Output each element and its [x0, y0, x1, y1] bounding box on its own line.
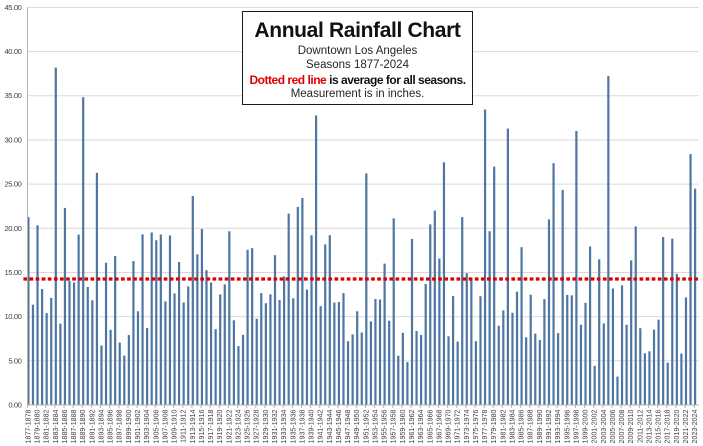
svg-text:1989-1990: 1989-1990 [536, 409, 544, 443]
svg-text:1943-1944: 1943-1944 [326, 409, 334, 443]
svg-text:1965-1966: 1965-1966 [426, 409, 434, 443]
svg-text:20.00: 20.00 [4, 224, 21, 233]
svg-text:1953-1954: 1953-1954 [371, 409, 379, 443]
svg-text:1933-1934: 1933-1934 [280, 409, 288, 443]
svg-text:15.00: 15.00 [4, 268, 21, 277]
svg-text:1879-1880: 1879-1880 [34, 409, 42, 443]
svg-text:1963-1964: 1963-1964 [417, 409, 425, 443]
svg-text:1885-1886: 1885-1886 [61, 409, 69, 443]
svg-text:1967-1968: 1967-1968 [435, 409, 443, 443]
svg-text:2001-2002: 2001-2002 [591, 409, 599, 443]
svg-text:1955-1956: 1955-1956 [381, 409, 389, 443]
svg-text:1923-1924: 1923-1924 [234, 409, 242, 443]
svg-text:1993-1994: 1993-1994 [554, 409, 562, 443]
svg-text:2013-2014: 2013-2014 [645, 409, 653, 443]
svg-text:1917-1918: 1917-1918 [207, 409, 215, 443]
svg-text:1959-1960: 1959-1960 [399, 409, 407, 443]
svg-text:30.00: 30.00 [4, 135, 21, 144]
svg-text:1899-1900: 1899-1900 [125, 409, 133, 443]
svg-text:1877-1878: 1877-1878 [24, 409, 32, 443]
svg-text:1901-1902: 1901-1902 [134, 409, 142, 443]
svg-text:1883-1884: 1883-1884 [52, 409, 60, 443]
svg-text:1981-1982: 1981-1982 [499, 409, 507, 443]
svg-text:1951-1952: 1951-1952 [362, 409, 370, 443]
svg-text:1957-1958: 1957-1958 [390, 409, 398, 443]
svg-text:1973-1974: 1973-1974 [463, 409, 471, 443]
svg-text:1997-1998: 1997-1998 [572, 409, 580, 443]
svg-text:1935-1936: 1935-1936 [289, 409, 297, 443]
svg-text:1949-1950: 1949-1950 [353, 409, 361, 443]
svg-text:1999-2000: 1999-2000 [582, 409, 590, 443]
svg-text:1911-1912: 1911-1912 [180, 409, 188, 442]
svg-text:10.00: 10.00 [4, 312, 21, 321]
svg-text:40.00: 40.00 [4, 47, 21, 56]
svg-text:2007-2008: 2007-2008 [618, 409, 626, 443]
svg-text:2021-2022: 2021-2022 [682, 409, 690, 443]
svg-text:1945-1946: 1945-1946 [335, 409, 343, 443]
svg-text:1919-1920: 1919-1920 [216, 409, 224, 443]
svg-text:1979-1980: 1979-1980 [490, 409, 498, 443]
svg-text:2023-2024: 2023-2024 [691, 409, 699, 443]
svg-text:1909-1910: 1909-1910 [171, 409, 179, 443]
svg-text:1941-1942: 1941-1942 [317, 409, 325, 443]
svg-text:1961-1962: 1961-1962 [408, 409, 416, 443]
svg-text:1915-1916: 1915-1916 [198, 409, 206, 443]
svg-text:2019-2020: 2019-2020 [673, 409, 681, 443]
svg-text:1895-1896: 1895-1896 [107, 409, 115, 443]
svg-text:1929-1930: 1929-1930 [262, 409, 270, 443]
svg-text:1893-1894: 1893-1894 [97, 409, 105, 443]
svg-text:2017-2018: 2017-2018 [664, 409, 672, 443]
svg-text:1921-1922: 1921-1922 [225, 409, 233, 443]
svg-text:2003-2004: 2003-2004 [600, 409, 608, 443]
svg-text:1891-1892: 1891-1892 [88, 409, 96, 443]
svg-text:5.00: 5.00 [8, 356, 21, 365]
svg-text:45.00: 45.00 [4, 3, 21, 12]
svg-text:1987-1988: 1987-1988 [527, 409, 535, 443]
svg-text:35.00: 35.00 [4, 91, 21, 100]
svg-text:1975-1976: 1975-1976 [472, 409, 480, 443]
svg-text:1971-1972: 1971-1972 [454, 409, 462, 443]
svg-text:1977-1978: 1977-1978 [481, 409, 489, 443]
svg-text:1887-1888: 1887-1888 [70, 409, 78, 443]
svg-text:1897-1898: 1897-1898 [116, 409, 124, 443]
svg-text:1931-1932: 1931-1932 [271, 409, 279, 443]
svg-text:1907-1908: 1907-1908 [161, 409, 169, 443]
svg-text:2005-2006: 2005-2006 [609, 409, 617, 443]
svg-text:0.00: 0.00 [8, 401, 21, 410]
svg-text:25.00: 25.00 [4, 180, 21, 189]
svg-text:1881-1882: 1881-1882 [43, 409, 51, 443]
svg-text:1889-1890: 1889-1890 [79, 409, 87, 443]
svg-text:1991-1992: 1991-1992 [545, 409, 553, 443]
svg-text:1939-1940: 1939-1940 [308, 409, 316, 443]
svg-text:1937-1938: 1937-1938 [298, 409, 306, 443]
svg-text:1903-1904: 1903-1904 [143, 409, 151, 443]
svg-text:1969-1970: 1969-1970 [445, 409, 453, 443]
svg-text:1995-1996: 1995-1996 [563, 409, 571, 443]
svg-text:1913-1914: 1913-1914 [189, 409, 197, 443]
svg-text:1983-1984: 1983-1984 [508, 409, 516, 443]
svg-text:1985-1986: 1985-1986 [518, 409, 526, 443]
svg-text:1925-1926: 1925-1926 [244, 409, 252, 443]
svg-text:1927-1928: 1927-1928 [253, 409, 261, 443]
svg-text:2011-2012: 2011-2012 [636, 409, 644, 442]
svg-text:2009-2010: 2009-2010 [627, 409, 635, 443]
svg-text:1905-1906: 1905-1906 [152, 409, 160, 443]
svg-text:1947-1948: 1947-1948 [344, 409, 352, 443]
svg-text:2015-2016: 2015-2016 [655, 409, 663, 443]
